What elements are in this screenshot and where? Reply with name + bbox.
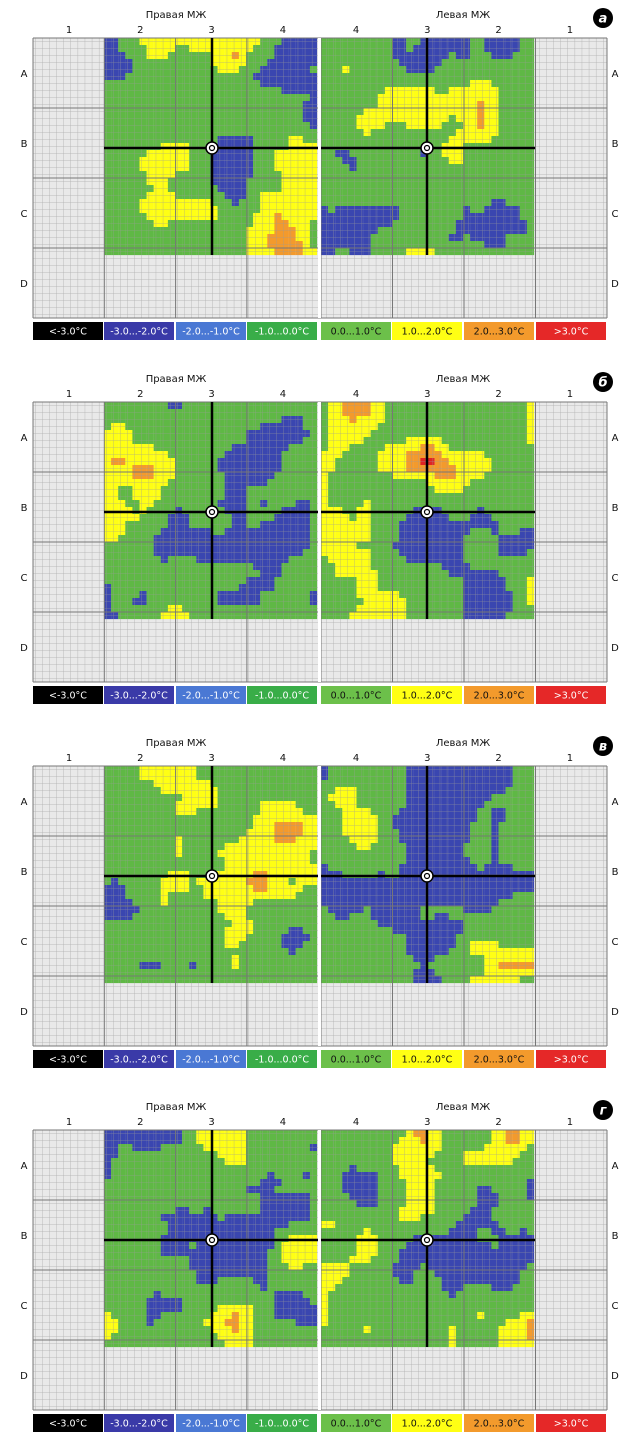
legend-label: 2.0...3.0°C (474, 691, 525, 702)
column-label: 1 (66, 753, 72, 764)
row-label: D (20, 1007, 28, 1018)
column-label: 1 (567, 753, 573, 764)
column-label: 2 (495, 389, 501, 400)
legend-label: -3.0...-2.0°C (110, 327, 168, 338)
column-label: 1 (567, 25, 573, 36)
row-label: D (611, 643, 619, 654)
row-label: C (612, 937, 619, 948)
row-label: D (611, 279, 619, 290)
row-label: B (612, 139, 619, 150)
column-label: 3 (208, 753, 214, 764)
column-label: 2 (137, 25, 143, 36)
row-label: A (21, 69, 28, 80)
row-label: A (612, 797, 619, 808)
column-label: 3 (424, 389, 430, 400)
column-label: 2 (495, 753, 501, 764)
panel-label: в (599, 740, 607, 755)
column-label: 3 (208, 25, 214, 36)
nipple-marker (421, 142, 433, 154)
nipple-marker (421, 506, 433, 518)
legend-label: >3.0°C (554, 691, 589, 702)
column-label: 4 (353, 389, 359, 400)
row-label: D (611, 1007, 619, 1018)
panel-label: а (599, 12, 608, 27)
panel: Правая МЖЛевая МЖв12344321AABBCCDD<-3.0°… (20, 736, 619, 1068)
thermal-figure: Правая МЖ Левая МЖ а 1 2 3 4 4 3 2 1 A A B B C C D D <-3.0°… (0, 0, 621, 1434)
legend-label: 1.0...2.0°C (402, 691, 453, 702)
breast-title: Правая МЖ (146, 738, 207, 749)
column-label: 2 (495, 25, 501, 36)
divider (318, 38, 321, 318)
row-label: D (20, 643, 28, 654)
row-label: C (21, 937, 28, 948)
row-label: C (21, 209, 28, 220)
panel: Правая МЖ Левая МЖ б 1 2 3 4 4 3 2 1 A A B B C C D D <-3.0°… (20, 372, 619, 704)
row-label: B (21, 503, 28, 514)
legend-label: <-3.0°C (49, 327, 87, 338)
row-label: A (21, 797, 28, 808)
column-label: 4 (280, 389, 286, 400)
breast-title: Левая МЖ (436, 10, 491, 21)
legend-label: 1.0...2.0°C (402, 327, 453, 338)
panel: Правая МЖ Левая МЖ а 1 2 3 4 4 3 2 1 A A B B C C D D <-3.0°… (20, 8, 619, 340)
row-label: B (612, 867, 619, 878)
column-label: 4 (353, 753, 359, 764)
row-label: B (21, 867, 28, 878)
legend-label: -3.0...-2.0°C (110, 691, 168, 702)
row-label: C (21, 573, 28, 584)
row-label: C (612, 573, 619, 584)
column-label: 3 (208, 389, 214, 400)
nipple-marker (206, 506, 218, 518)
legend-label: 0.0...1.0°C (331, 327, 382, 338)
column-label: 4 (280, 25, 286, 36)
legend-label: -1.0...0.0°C (255, 691, 309, 702)
legend-label: 2.0...3.0°C (474, 327, 525, 338)
column-label: 4 (353, 25, 359, 36)
panel-label: б (598, 376, 607, 391)
column-label: 1 (567, 389, 573, 400)
column-label: 3 (424, 753, 430, 764)
breast-title: Правая МЖ (146, 374, 207, 385)
column-label: 3 (424, 25, 430, 36)
legend-label: -2.0...-1.0°C (182, 691, 240, 702)
column-label: 1 (66, 25, 72, 36)
column-label: 1 (66, 389, 72, 400)
row-label: A (612, 433, 619, 444)
legend-label: 0.0...1.0°C (331, 691, 382, 702)
row-label: C (612, 209, 619, 220)
column-label: 4 (280, 753, 286, 764)
nipple-marker (206, 142, 218, 154)
row-label: B (612, 503, 619, 514)
row-label: A (21, 433, 28, 444)
divider (318, 402, 321, 682)
breast-title: Левая МЖ (436, 374, 491, 385)
row-label: A (612, 69, 619, 80)
legend-label: -1.0...0.0°C (255, 327, 309, 338)
row-label: D (20, 279, 28, 290)
breast-title: Правая МЖ (146, 10, 207, 21)
legend-label: <-3.0°C (49, 691, 87, 702)
legend-label: >3.0°C (554, 327, 589, 338)
legend-label: -2.0...-1.0°C (182, 327, 240, 338)
breast-title: Левая МЖ (436, 738, 491, 749)
column-label: 2 (137, 753, 143, 764)
column-label: 2 (137, 389, 143, 400)
row-label: B (21, 139, 28, 150)
